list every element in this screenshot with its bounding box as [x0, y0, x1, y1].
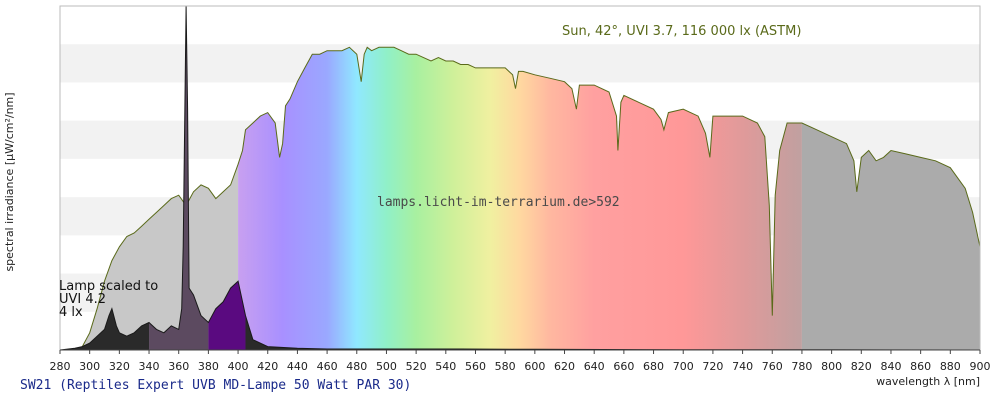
x-tick-label: 580 — [495, 360, 516, 373]
x-tick-label: 860 — [910, 360, 931, 373]
x-tick-label: 280 — [50, 360, 71, 373]
x-tick-label: 700 — [673, 360, 694, 373]
x-tick-label: 340 — [139, 360, 160, 373]
x-tick-label: 540 — [435, 360, 456, 373]
y-axis-title: spectral irradiance [µW/cm²/nm] — [3, 92, 16, 271]
x-tick-label: 680 — [643, 360, 664, 373]
x-tick-label: 600 — [524, 360, 545, 373]
lamp-label-line-2: UVI 4.2 — [59, 292, 106, 307]
x-tick-label: 420 — [257, 360, 278, 373]
watermark-text: lamps.licht-im-terrarium.de>592 — [377, 195, 620, 210]
x-tick-label: 640 — [584, 360, 605, 373]
x-tick-label: 740 — [732, 360, 753, 373]
x-tick-label: 520 — [406, 360, 427, 373]
sun-spectrum-line — [60, 46, 981, 351]
lamp-caption: SW21 (Reptiles Expert UVB MD-Lampe 50 Wa… — [20, 378, 411, 393]
sun-series-label: Sun, 42°, UVI 3.7, 116 000 lx (ASTM) — [562, 24, 801, 39]
x-axis-ticks: 280 300 320 340 360 380 400 420 440 460 480 500 520 5… — [50, 350, 991, 373]
x-tick-label: 440 — [287, 360, 308, 373]
x-tick-label: 620 — [554, 360, 575, 373]
x-tick-label: 400 — [228, 360, 249, 373]
x-tick-label: 800 — [821, 360, 842, 373]
x-tick-label: 760 — [762, 360, 783, 373]
x-tick-label: 820 — [851, 360, 872, 373]
x-tick-label: 300 — [79, 360, 100, 373]
x-axis-title: wavelength λ [nm] — [876, 375, 980, 388]
x-tick-label: 380 — [198, 360, 219, 373]
x-tick-label: 460 — [317, 360, 338, 373]
lamp-label-line-3: 4 lx — [59, 305, 83, 320]
x-tick-label: 900 — [970, 360, 991, 373]
lamp-label-line-1: Lamp scaled to — [59, 279, 158, 294]
x-tick-label: 780 — [791, 360, 812, 373]
x-tick-label: 320 — [109, 360, 130, 373]
x-tick-label: 660 — [613, 360, 634, 373]
x-tick-label: 840 — [880, 360, 901, 373]
x-tick-label: 500 — [376, 360, 397, 373]
x-tick-label: 480 — [346, 360, 367, 373]
x-tick-label: 560 — [465, 360, 486, 373]
x-tick-label: 360 — [168, 360, 189, 373]
x-tick-label: 880 — [940, 360, 961, 373]
x-tick-label: 720 — [702, 360, 723, 373]
